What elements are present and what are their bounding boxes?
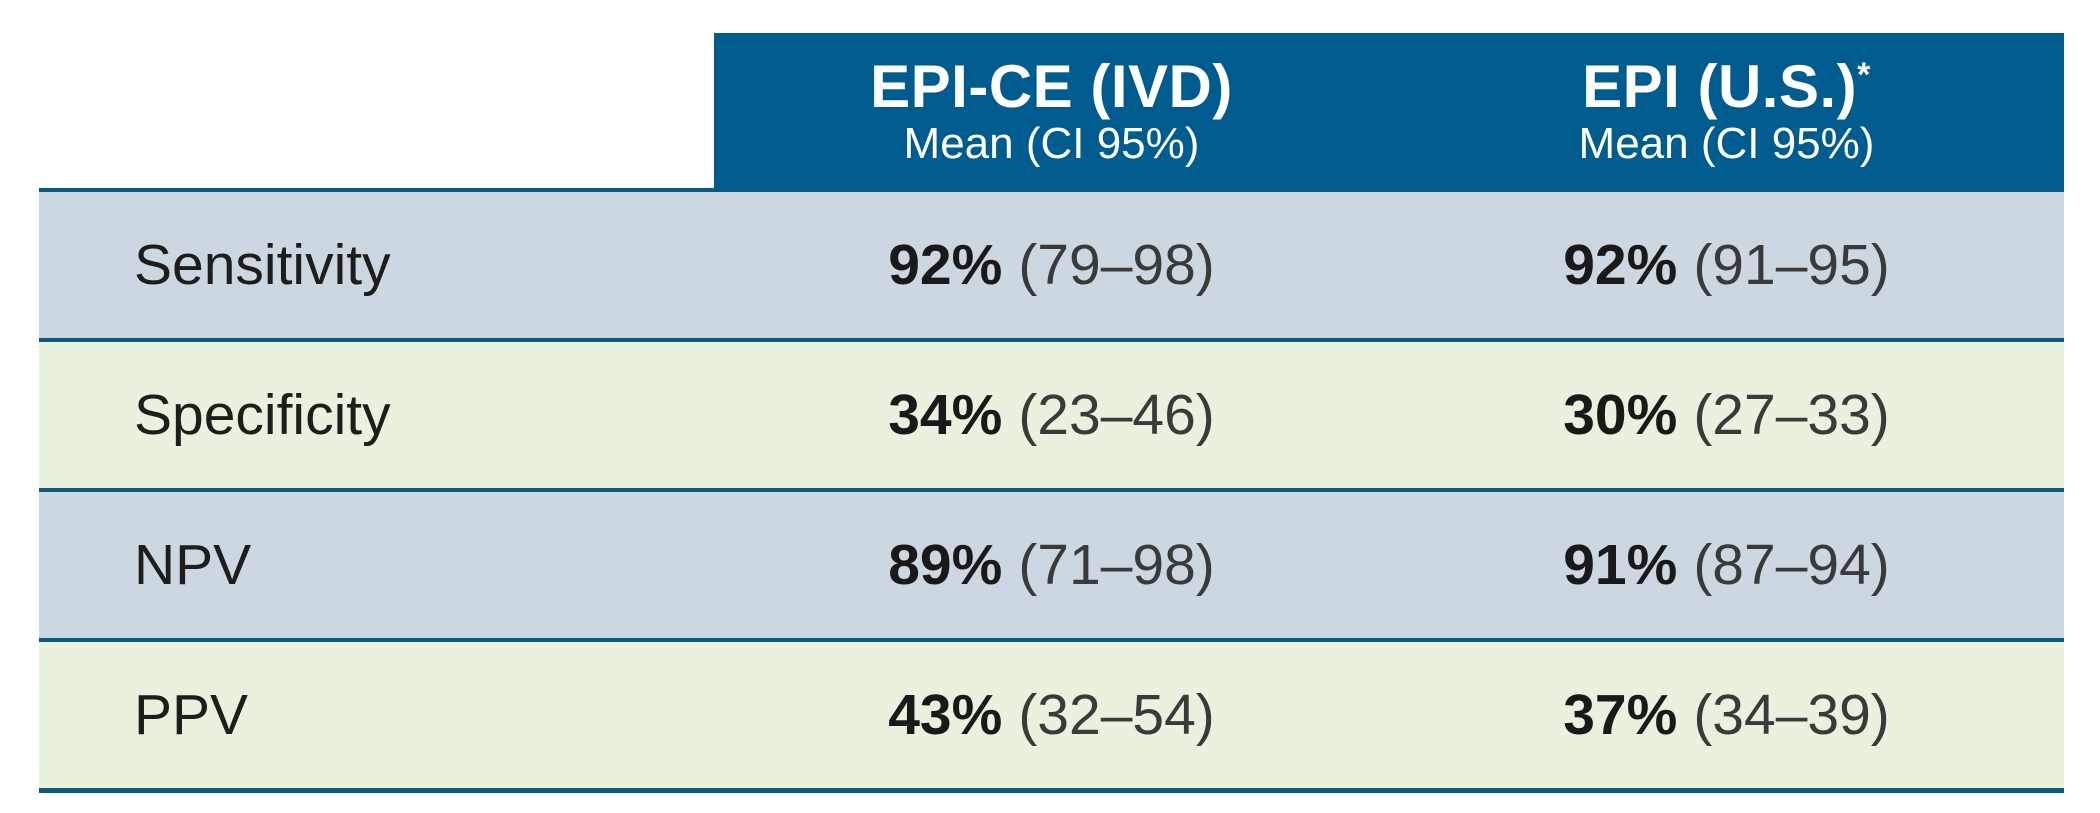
column-title: EPI (U.S.)* [1389, 55, 2064, 118]
value-cell: 92% (91–95) [1389, 190, 2064, 340]
confidence-interval: (27–33) [1693, 383, 1890, 447]
value-cell: 92% (79–98) [714, 190, 1389, 340]
confidence-interval: (32–54) [1018, 683, 1215, 747]
mean-value: 91% [1563, 533, 1678, 597]
column-title-text: EPI-CE (IVD) [870, 53, 1233, 120]
row-label: Sensitivity [39, 190, 714, 340]
mean-value: 92% [1563, 233, 1678, 297]
row-label: Specificity [39, 340, 714, 490]
metrics-table: EPI-CE (IVD) Mean (CI 95%) EPI (U.S.)* M… [39, 33, 2064, 793]
row-label: NPV [39, 490, 714, 640]
value-cell: 43% (32–54) [714, 640, 1389, 791]
mean-value: 37% [1563, 683, 1678, 747]
header-spacer-cell [39, 33, 714, 190]
mean-value: 30% [1563, 383, 1678, 447]
mean-value: 43% [888, 683, 1003, 747]
value-cell: 37% (34–39) [1389, 640, 2064, 791]
confidence-interval: (23–46) [1018, 383, 1215, 447]
mean-value: 34% [888, 383, 1003, 447]
column-subtitle: Mean (CI 95%) [903, 119, 1200, 168]
column-title-asterisk: * [1857, 56, 1871, 94]
confidence-interval: (87–94) [1693, 533, 1890, 597]
table-header: EPI-CE (IVD) Mean (CI 95%) EPI (U.S.)* M… [39, 33, 2064, 190]
column-header-epi-ce-ivd: EPI-CE (IVD) Mean (CI 95%) [714, 33, 1389, 190]
confidence-interval: (79–98) [1018, 233, 1215, 297]
table-row-sensitivity: Sensitivity 92% (79–98) 92% (91–95) [39, 190, 2064, 340]
mean-value: 92% [888, 233, 1003, 297]
confidence-interval: (71–98) [1018, 533, 1215, 597]
table-body: Sensitivity 92% (79–98) 92% (91–95) Specif… [39, 190, 2064, 791]
value-cell: 30% (27–33) [1389, 340, 2064, 490]
value-cell: 89% (71–98) [714, 490, 1389, 640]
column-title: EPI-CE (IVD) [714, 55, 1389, 118]
table-row-specificity: Specificity 34% (23–46) 30% (27–33) [39, 340, 2064, 490]
mean-value: 89% [888, 533, 1003, 597]
confidence-interval: (34–39) [1693, 683, 1890, 747]
table-row-npv: NPV 89% (71–98) 91% (87–94) [39, 490, 2064, 640]
value-cell: 34% (23–46) [714, 340, 1389, 490]
column-header-epi-us: EPI (U.S.)* Mean (CI 95%) [1389, 33, 2064, 190]
table-row-ppv: PPV 43% (32–54) 37% (34–39) [39, 640, 2064, 791]
confidence-interval: (91–95) [1693, 233, 1890, 297]
column-title-text: EPI (U.S.) [1582, 53, 1858, 120]
row-label: PPV [39, 640, 714, 791]
header-row: EPI-CE (IVD) Mean (CI 95%) EPI (U.S.)* M… [39, 33, 2064, 190]
value-cell: 91% (87–94) [1389, 490, 2064, 640]
column-subtitle: Mean (CI 95%) [1578, 119, 1875, 168]
